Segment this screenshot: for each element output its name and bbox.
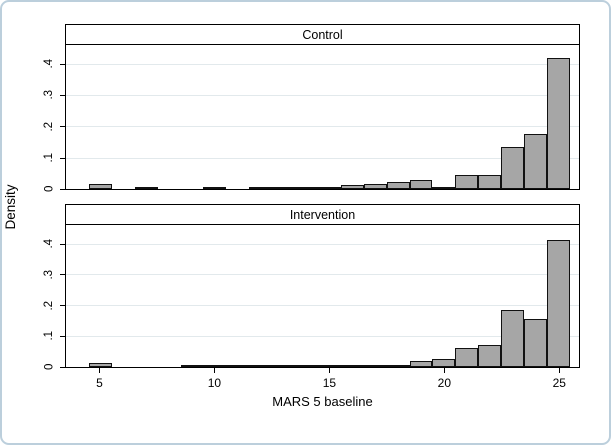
panel-title-intervention-text: Intervention — [289, 207, 356, 222]
histogram-bar — [455, 348, 479, 367]
histogram-bar — [386, 182, 410, 189]
y-tick-label-text: 0 — [43, 185, 56, 193]
x-tick-mark — [559, 368, 561, 373]
histogram-bar — [432, 186, 456, 189]
histogram-bar — [501, 146, 525, 189]
histogram-bar — [203, 187, 227, 189]
y-axis-title: Density — [2, 172, 18, 242]
histogram-bar — [478, 174, 502, 189]
histogram-bar — [546, 57, 570, 189]
y-tick-label-text: .1 — [43, 331, 56, 341]
histogram-bar — [455, 174, 479, 189]
x-axis-title-text: MARS 5 baseline — [272, 394, 373, 409]
histogram-bar — [295, 365, 318, 367]
gridline — [66, 63, 579, 65]
x-tick-label: 10 — [207, 376, 222, 390]
histogram-bar — [546, 240, 570, 367]
y-tick-label-text: .2 — [43, 121, 56, 132]
histogram-bar — [249, 187, 273, 189]
y-tick-label-text: .3 — [43, 90, 56, 100]
plot-area-intervention: 0 .1 .2 .3 .4 — [43, 225, 580, 370]
y-tick-mark — [60, 305, 66, 307]
histogram-bar — [432, 358, 456, 367]
y-tick-mark — [60, 243, 66, 245]
x-tick-label: 20 — [437, 376, 452, 390]
x-tick-mark — [99, 368, 101, 373]
y-tick-mark — [60, 274, 66, 276]
histogram-bar — [363, 184, 387, 189]
histogram-bar — [272, 187, 295, 189]
x-axis-title: MARS 5 baseline — [65, 394, 580, 409]
histogram-bar — [340, 185, 364, 189]
gridline — [66, 157, 579, 159]
y-tick-mark — [60, 95, 66, 97]
histogram-bar — [363, 365, 387, 367]
gridline — [66, 336, 579, 338]
y-tick-label-text: .1 — [43, 152, 56, 163]
gridline — [66, 274, 579, 276]
histogram-bar — [226, 365, 250, 367]
y-axis-title-text: Density — [2, 184, 18, 230]
histogram-bar — [524, 319, 547, 367]
gridline — [66, 126, 579, 128]
histogram-bar — [272, 365, 295, 367]
y-tick-mark — [60, 63, 66, 65]
x-tick-mark — [444, 368, 446, 373]
panel-title-control-text: Control — [302, 27, 343, 42]
x-tick-label: 15 — [322, 376, 337, 390]
gridline — [66, 305, 579, 307]
panel-title-intervention: Intervention — [65, 204, 580, 225]
histogram-bar — [501, 309, 525, 367]
y-tick-mark — [60, 157, 66, 159]
y-tick-label-text: .2 — [43, 300, 56, 311]
y-tick-mark — [60, 126, 66, 128]
histogram-bar — [340, 365, 364, 367]
y-tick-mark — [60, 189, 66, 190]
histogram-bar — [88, 363, 112, 367]
x-tick-mark — [329, 368, 331, 373]
y-tick-label-text: .4 — [43, 58, 56, 69]
y-tick-label-text: .4 — [43, 238, 56, 249]
gridline — [66, 95, 579, 97]
histogram-bar — [478, 345, 502, 367]
histogram-bar — [249, 365, 273, 367]
x-tick-mark — [214, 368, 216, 373]
histogram-bar — [180, 365, 204, 367]
histogram-bar — [524, 134, 547, 189]
histogram-bar — [317, 187, 341, 189]
x-axis: 5 10 15 20 25 — [65, 368, 580, 402]
histogram-bar — [88, 183, 112, 189]
histogram-bar — [134, 187, 158, 189]
histogram-bar — [409, 180, 433, 189]
y-tick-label-text: .3 — [43, 269, 56, 280]
histogram-bar — [203, 365, 227, 367]
y-tick-mark — [60, 336, 66, 338]
histogram-bar — [409, 361, 433, 367]
plot-area-control: 0 .1 .2 .3 .4 — [43, 45, 580, 192]
panel-title-control: Control — [65, 24, 580, 45]
y-tick-label-text: 0 — [43, 363, 56, 371]
gridline — [66, 243, 579, 245]
histogram-bar — [295, 187, 318, 189]
y-tick-mark — [60, 367, 66, 368]
histogram-bar — [386, 364, 410, 367]
x-tick-label: 5 — [96, 376, 103, 390]
x-tick-label: 25 — [552, 376, 566, 390]
histogram-bar — [317, 365, 341, 367]
